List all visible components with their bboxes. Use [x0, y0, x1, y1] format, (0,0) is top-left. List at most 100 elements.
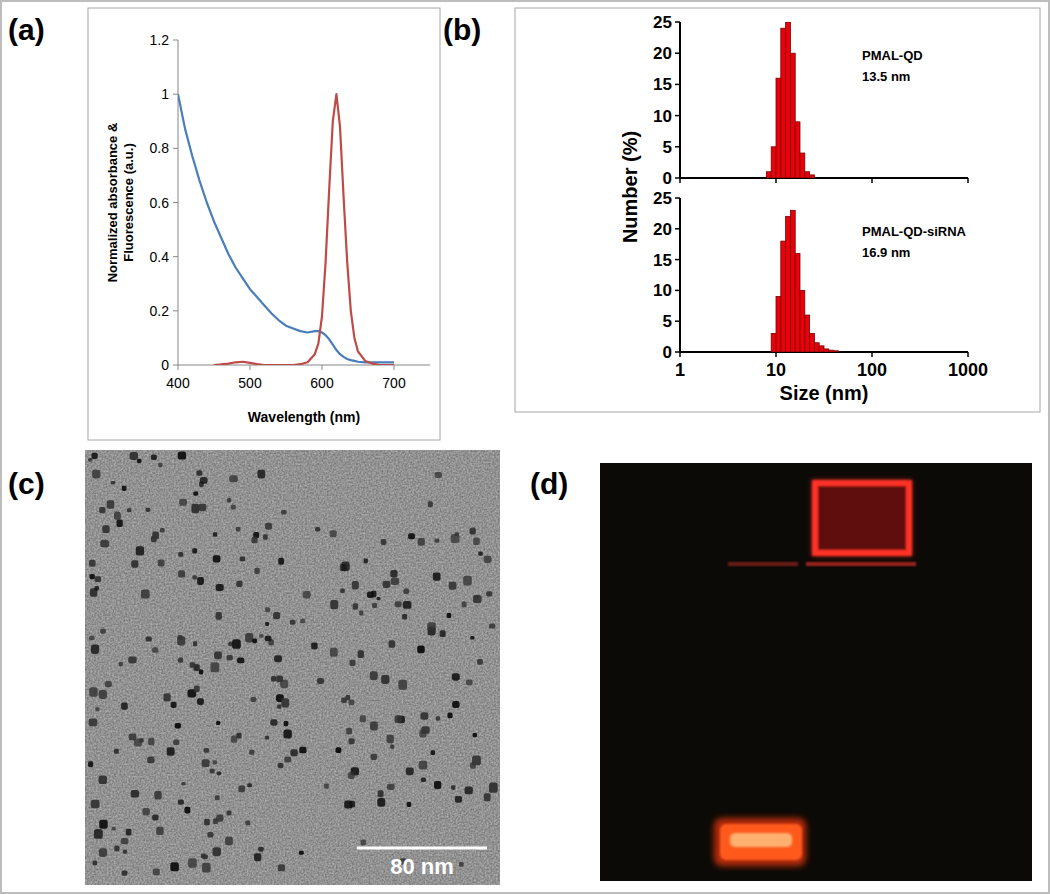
- nanoparticle: [421, 726, 429, 733]
- nanoparticle: [146, 508, 151, 512]
- nanoparticle: [184, 807, 190, 814]
- gel-well-line: [815, 536, 909, 541]
- gel-well: [815, 483, 909, 553]
- nanoparticle: [89, 687, 97, 697]
- nanoparticle: [202, 863, 211, 873]
- nanoparticle: [367, 591, 374, 598]
- nanoparticle: [194, 685, 200, 692]
- nanoparticle: [95, 707, 99, 711]
- nanoparticle: [123, 850, 127, 854]
- x-tick: [679, 178, 681, 183]
- nanoparticle: [226, 655, 232, 660]
- nanoparticle: [370, 671, 378, 680]
- nanoparticle: [252, 639, 257, 644]
- nanoparticle: [210, 769, 215, 774]
- nanoparticle: [181, 782, 185, 786]
- nanoparticle: [188, 858, 197, 867]
- nanoparticle: [395, 715, 402, 723]
- nanoparticle: [214, 651, 222, 659]
- nanoparticle: [386, 735, 393, 744]
- nanoparticle: [486, 591, 492, 596]
- x-label: Wavelength (nm): [248, 409, 360, 425]
- nanoparticle: [215, 795, 220, 800]
- y-label-line: Fluorescence (a.u.): [121, 143, 136, 261]
- nanoparticle: [271, 676, 276, 681]
- x-tick: [394, 365, 395, 370]
- nanoparticle: [451, 534, 460, 543]
- nanoparticle: [175, 723, 181, 729]
- plot-area: [178, 94, 394, 365]
- y-tick-label: 20: [653, 44, 672, 63]
- nanoparticle: [278, 763, 284, 768]
- nanoparticle: [249, 750, 254, 755]
- nanoparticle: [281, 698, 289, 707]
- y-tick: [173, 94, 178, 95]
- x-axis: [680, 177, 968, 179]
- y-tick-label: 0.8: [150, 140, 170, 156]
- nanoparticle: [436, 716, 440, 720]
- histogram-bar: [790, 53, 795, 178]
- histogram-bar: [776, 78, 781, 178]
- y-tick-label: 20: [653, 220, 672, 239]
- y-tick: [173, 365, 178, 366]
- nanoparticle: [349, 801, 355, 808]
- nanoparticle: [213, 555, 221, 562]
- nanoparticle: [191, 504, 199, 513]
- nanoparticle: [171, 702, 177, 708]
- y-tick: [675, 290, 680, 292]
- y-tick: [675, 228, 680, 230]
- x-tick: [322, 365, 323, 370]
- y-tick-label: 1: [161, 86, 169, 102]
- nanoparticle: [210, 662, 219, 672]
- nanoparticle: [158, 463, 162, 468]
- x-tick-label: 1: [675, 360, 685, 380]
- nanoparticle: [299, 747, 306, 754]
- gel-band: [728, 562, 798, 566]
- nanoparticle: [447, 613, 452, 618]
- y-tick-label: 0.2: [150, 303, 170, 319]
- histogram-bar: [824, 349, 829, 352]
- histogram-bar: [766, 352, 771, 353]
- nanoparticle: [236, 581, 242, 587]
- histogram-bar: [781, 241, 786, 352]
- nanoparticle: [116, 520, 122, 527]
- nanoparticle: [236, 733, 241, 739]
- nanoparticle: [263, 534, 268, 540]
- histogram-bar: [834, 178, 839, 179]
- nanoparticle: [99, 820, 107, 829]
- nanoparticle: [440, 630, 446, 637]
- plot-area: [771, 210, 838, 352]
- y-label: Normalized absorbance &Fluorescence (a.u…: [105, 123, 136, 283]
- nanoparticle: [372, 603, 377, 608]
- y-tick: [675, 115, 680, 117]
- histogram-bar: [795, 253, 800, 352]
- nanoparticle: [89, 560, 96, 567]
- nanoparticle: [455, 796, 462, 803]
- nanoparticle: [484, 793, 491, 801]
- nanoparticle: [99, 690, 107, 699]
- nanoparticle: [95, 576, 101, 582]
- nanoparticle: [193, 492, 198, 496]
- nanoparticle: [489, 623, 495, 628]
- y-tick: [675, 197, 680, 199]
- nanoparticle: [346, 695, 351, 700]
- nanoparticle: [148, 738, 154, 746]
- histogram-bar: [795, 122, 800, 178]
- nanoparticle: [391, 578, 399, 585]
- nanoparticle: [403, 589, 409, 594]
- nanoparticle: [408, 533, 415, 539]
- histogram-bar: [824, 178, 829, 179]
- nanoparticle: [119, 662, 123, 666]
- nanoparticle: [451, 785, 455, 790]
- y-tick-label: 10: [653, 107, 672, 126]
- histogram-bar: [776, 297, 781, 352]
- y-tick-label: 25: [653, 13, 672, 32]
- nanoparticle: [151, 455, 157, 461]
- panel-label: (d): [530, 467, 568, 500]
- tem-background: [85, 450, 500, 885]
- nanoparticle: [152, 647, 158, 653]
- nanoparticle: [303, 591, 311, 598]
- histogram-bar: [829, 350, 834, 352]
- nanoparticle: [204, 819, 210, 826]
- nanoparticle: [100, 629, 106, 634]
